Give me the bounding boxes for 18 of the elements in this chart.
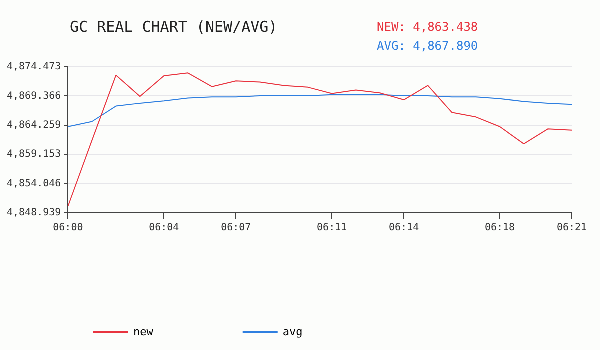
chart-title: GC REAL CHART (NEW/AVG) — [70, 18, 278, 36]
y-tick-label: 4,874.473 — [6, 62, 62, 73]
text: AVG: 4,867.890 — [377, 39, 478, 53]
x-tick-label: 06:00 — [53, 222, 84, 234]
x-tick-label: 06:18 — [484, 222, 516, 234]
y-tick-label: 4,848.939 — [6, 208, 62, 219]
x-tick-label: 06:14 — [389, 222, 420, 234]
y-tick-label: 4,869.366 — [6, 90, 62, 102]
y-tick-label: 4,854.046 — [6, 178, 62, 190]
y-tick-label: 4,859.153 — [6, 149, 62, 160]
legend-label: new — [134, 325, 154, 338]
text: NEW: 4,863.438 — [377, 20, 478, 34]
x-tick-label: 06:04 — [149, 222, 180, 234]
y-tick-label: 4,864.259 — [6, 120, 62, 131]
x-tick-label: 06:11 — [317, 222, 348, 234]
x-tick-label: 06:07 — [221, 222, 252, 234]
x-tick-label: 06:21 — [556, 222, 588, 234]
legend-label: avg — [282, 325, 303, 338]
